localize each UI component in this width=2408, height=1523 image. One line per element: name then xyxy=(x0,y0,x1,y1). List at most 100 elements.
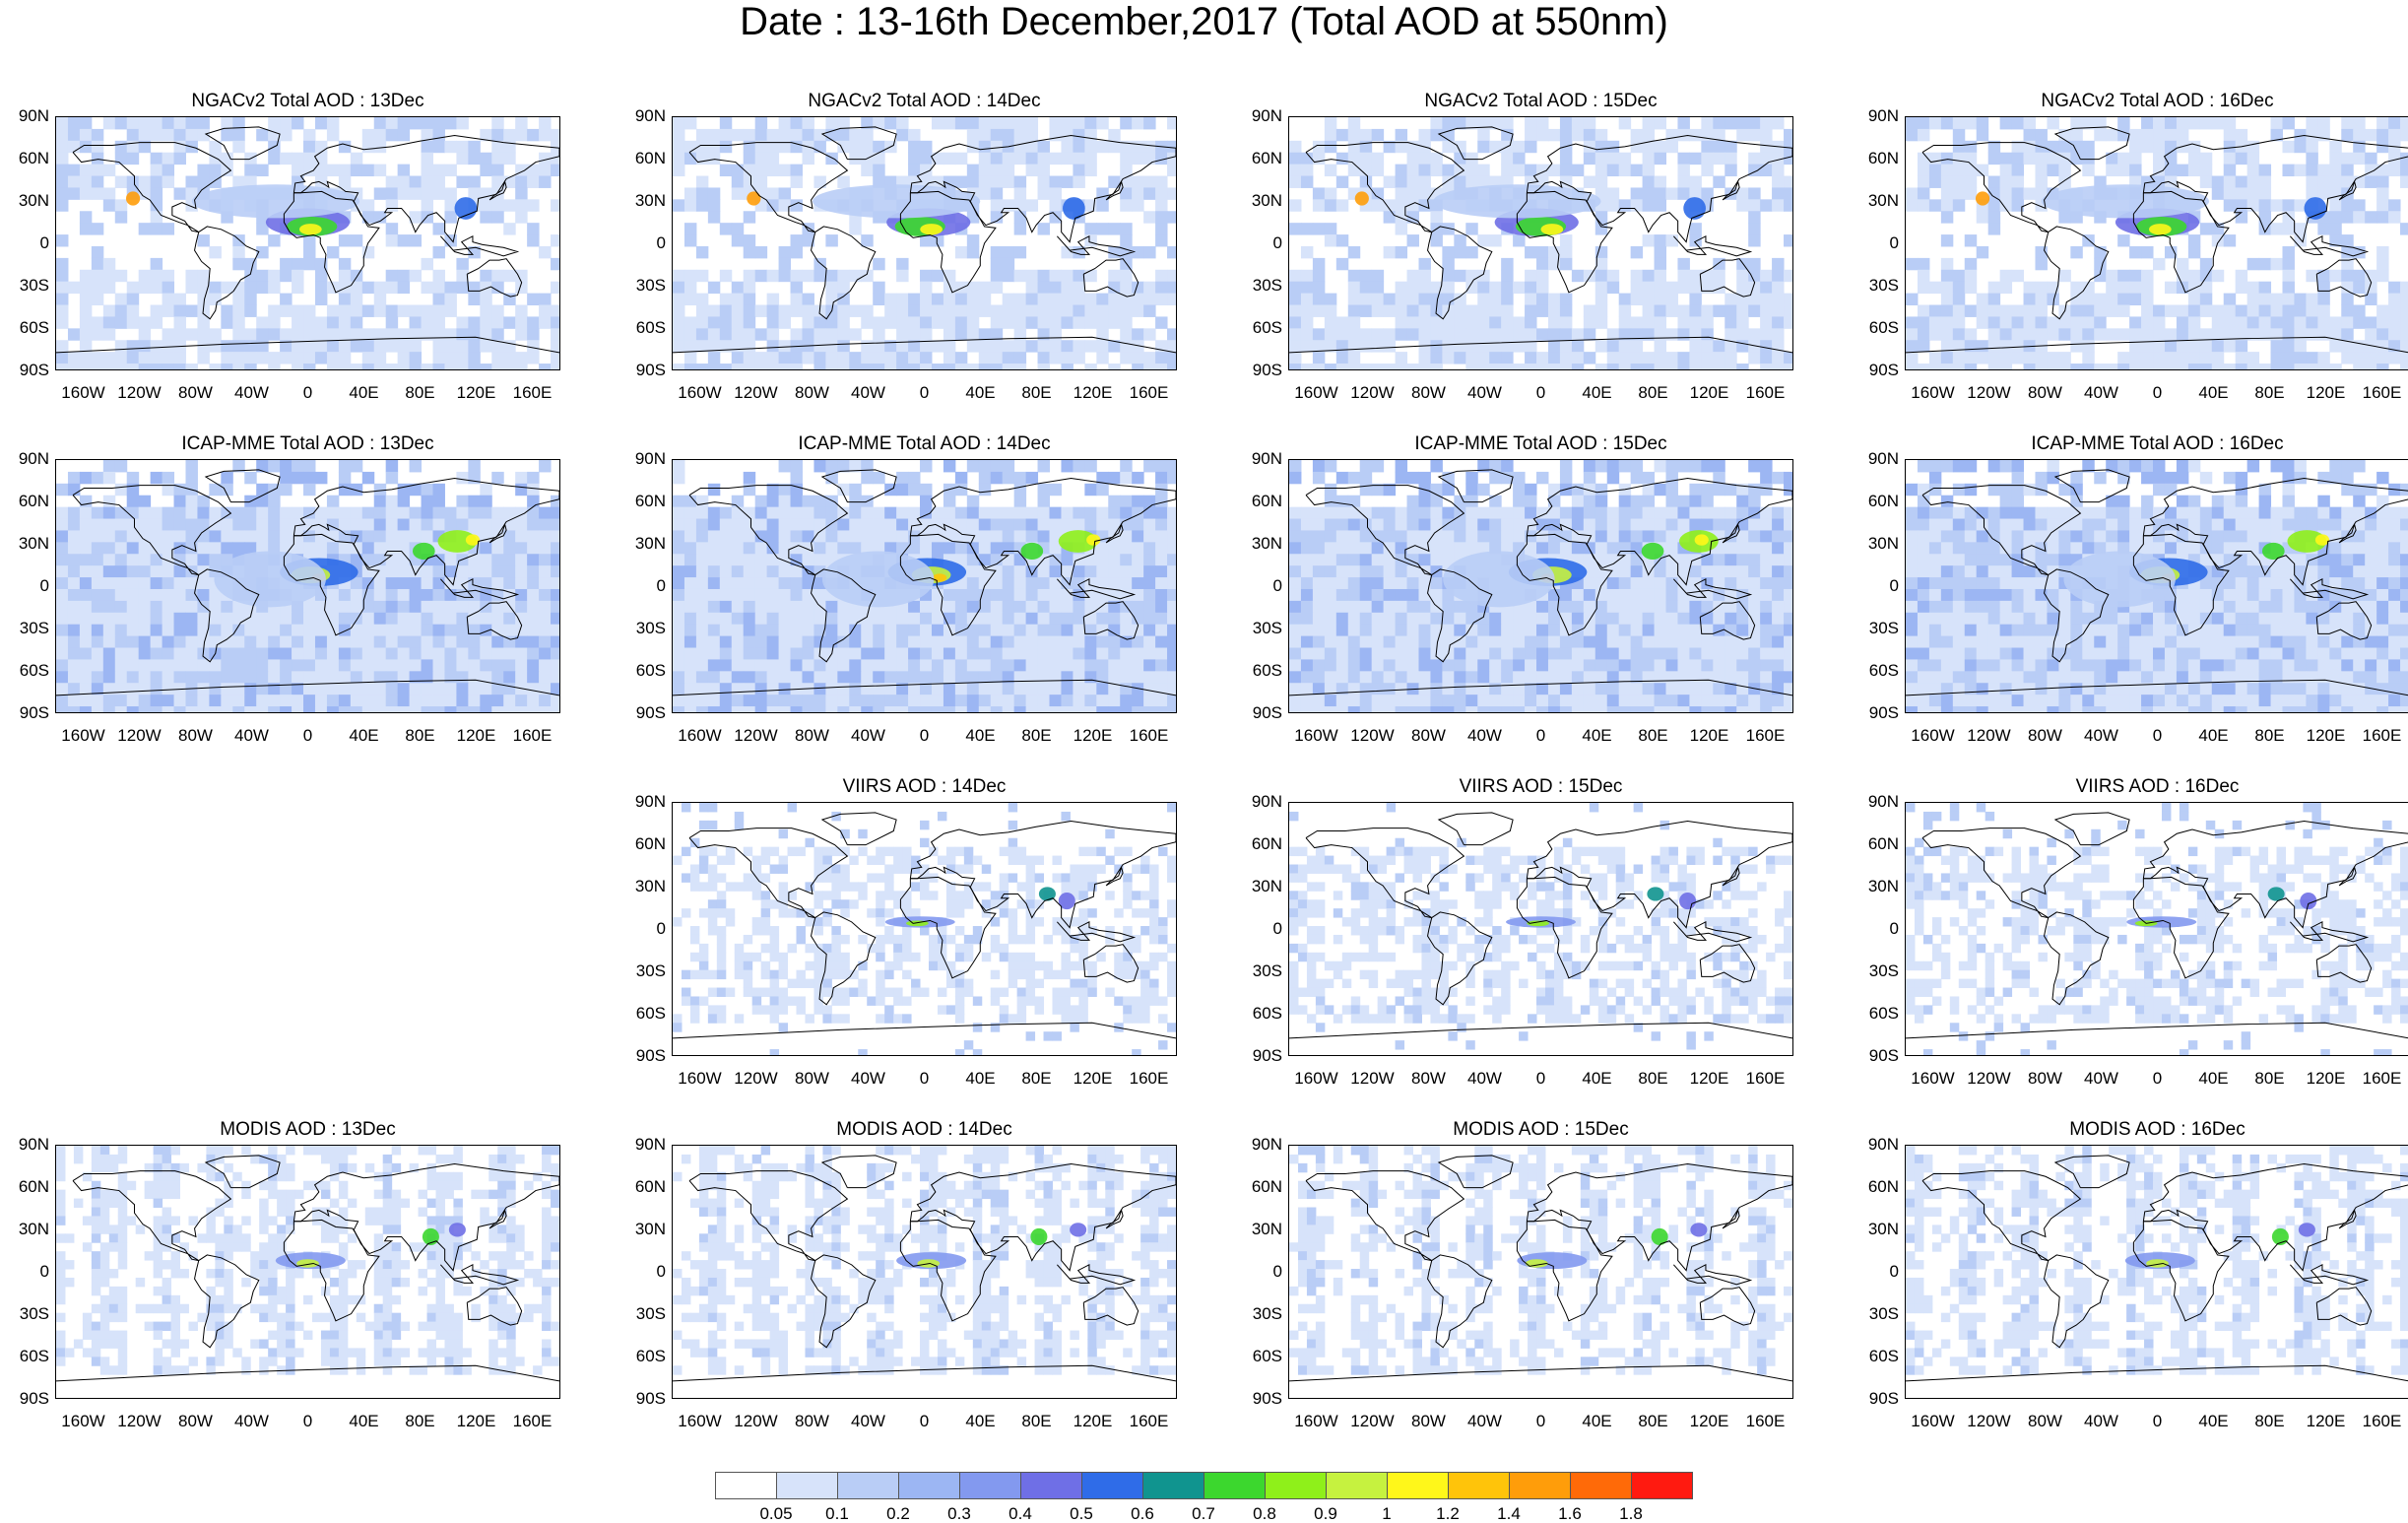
aod-cell xyxy=(397,187,411,200)
panel-title: NGACv2 Total AOD : 13Dec xyxy=(191,91,424,111)
aod-cell xyxy=(837,659,850,672)
aod-cell xyxy=(397,304,411,317)
aod-cell xyxy=(931,659,944,672)
aod-cell xyxy=(1964,187,1978,200)
lat-tick-label: 60N xyxy=(634,492,666,510)
aod-cell xyxy=(884,352,897,364)
aod-cell xyxy=(1406,530,1419,543)
aod-cell xyxy=(790,364,803,369)
coastline xyxy=(909,134,1176,243)
aod-cell xyxy=(683,542,697,555)
aod-cell xyxy=(1606,352,1620,364)
coastline xyxy=(2289,235,2370,257)
aod-cell xyxy=(292,164,304,177)
aod-cell xyxy=(1312,328,1326,341)
aod-cell xyxy=(1701,635,1714,649)
aod-cell xyxy=(1454,635,1466,649)
aod-cell xyxy=(1025,612,1039,626)
aod-cell xyxy=(2400,281,2408,295)
aod-cell xyxy=(1324,364,1337,369)
aod-cell xyxy=(1489,304,1502,317)
aod-cell xyxy=(539,530,552,543)
aod-cell xyxy=(480,554,492,566)
aod-cell xyxy=(350,600,363,614)
aod-cell xyxy=(67,683,81,695)
aod-cell xyxy=(2400,128,2408,142)
aod-cell xyxy=(56,187,69,200)
aod-cell xyxy=(790,600,803,614)
aod-cell xyxy=(837,647,850,660)
aod-cell xyxy=(1167,328,1176,341)
aod-cell xyxy=(954,304,968,317)
aod-cell xyxy=(2353,316,2366,329)
aod-cell xyxy=(896,659,909,672)
aod-cell xyxy=(1689,340,1702,353)
aod-cell xyxy=(2129,164,2142,177)
aod-cell xyxy=(1084,695,1097,707)
aod-cell xyxy=(2341,281,2354,295)
aod-cell xyxy=(539,706,552,712)
aod-cell xyxy=(1155,175,1168,188)
aod-cell xyxy=(432,683,445,695)
aod-cell xyxy=(244,471,257,485)
aod-cell xyxy=(1701,269,1714,283)
aod-cell xyxy=(350,554,363,566)
aod-cell xyxy=(766,128,780,142)
aod-cell xyxy=(2306,352,2318,364)
aod-cell xyxy=(1987,281,2001,295)
aod-cell xyxy=(861,352,874,364)
aod-cell xyxy=(1143,460,1156,473)
aod-cell xyxy=(778,506,792,520)
aod-cell xyxy=(162,340,175,353)
aod-cell xyxy=(814,140,826,154)
aod-cell xyxy=(1513,530,1526,543)
aod-cell xyxy=(849,671,862,684)
aod-cell xyxy=(1525,140,1537,154)
aod-cell xyxy=(1132,554,1144,566)
aod-cell xyxy=(421,257,434,271)
aod-cell xyxy=(1013,304,1027,317)
aod-cell xyxy=(683,352,697,364)
aod-cell xyxy=(1477,164,1490,177)
aod-cell xyxy=(1430,588,1443,602)
aod-cell xyxy=(326,635,340,649)
aod-cell xyxy=(385,577,399,590)
aod-cell xyxy=(150,671,163,684)
aod-cell xyxy=(515,471,528,485)
aod-cell xyxy=(1772,577,1785,590)
aod-cell xyxy=(754,304,768,317)
aod-cell xyxy=(79,471,93,485)
aod-cell xyxy=(409,612,423,626)
aod-cell xyxy=(837,352,850,364)
aod-cell xyxy=(491,304,504,317)
aod-cell xyxy=(1594,483,1608,497)
aod-cell xyxy=(1442,483,1455,497)
aod-cell xyxy=(802,304,814,317)
aod-cell xyxy=(292,269,304,283)
lon-tick-label: 120E xyxy=(1073,726,1113,745)
aod-cell xyxy=(432,635,445,649)
aod-cell xyxy=(2388,211,2401,224)
aod-cell xyxy=(102,460,116,473)
aod-cell xyxy=(1665,140,1678,154)
aod-cell xyxy=(1347,245,1361,259)
aod-cell xyxy=(954,152,968,166)
aod-cell xyxy=(1489,364,1502,369)
aod-cell xyxy=(162,483,175,497)
aod-cell xyxy=(1772,257,1785,271)
aod-cell xyxy=(695,554,709,566)
aod-cell xyxy=(314,612,328,626)
aod-cell xyxy=(1583,316,1596,329)
aod-cell xyxy=(1999,199,2013,212)
aod-cell xyxy=(1571,340,1585,353)
aod-cell xyxy=(314,340,328,353)
aod-cell xyxy=(873,471,885,485)
aod-cell xyxy=(491,152,504,166)
aod-cell xyxy=(385,588,399,602)
aod-cell xyxy=(1013,695,1027,707)
aod-cell xyxy=(2282,211,2295,224)
lat-tick-label: 90S xyxy=(19,703,49,722)
aod-cell xyxy=(221,304,233,317)
aod-cell xyxy=(1073,293,1085,306)
aod-cell xyxy=(2235,328,2248,341)
